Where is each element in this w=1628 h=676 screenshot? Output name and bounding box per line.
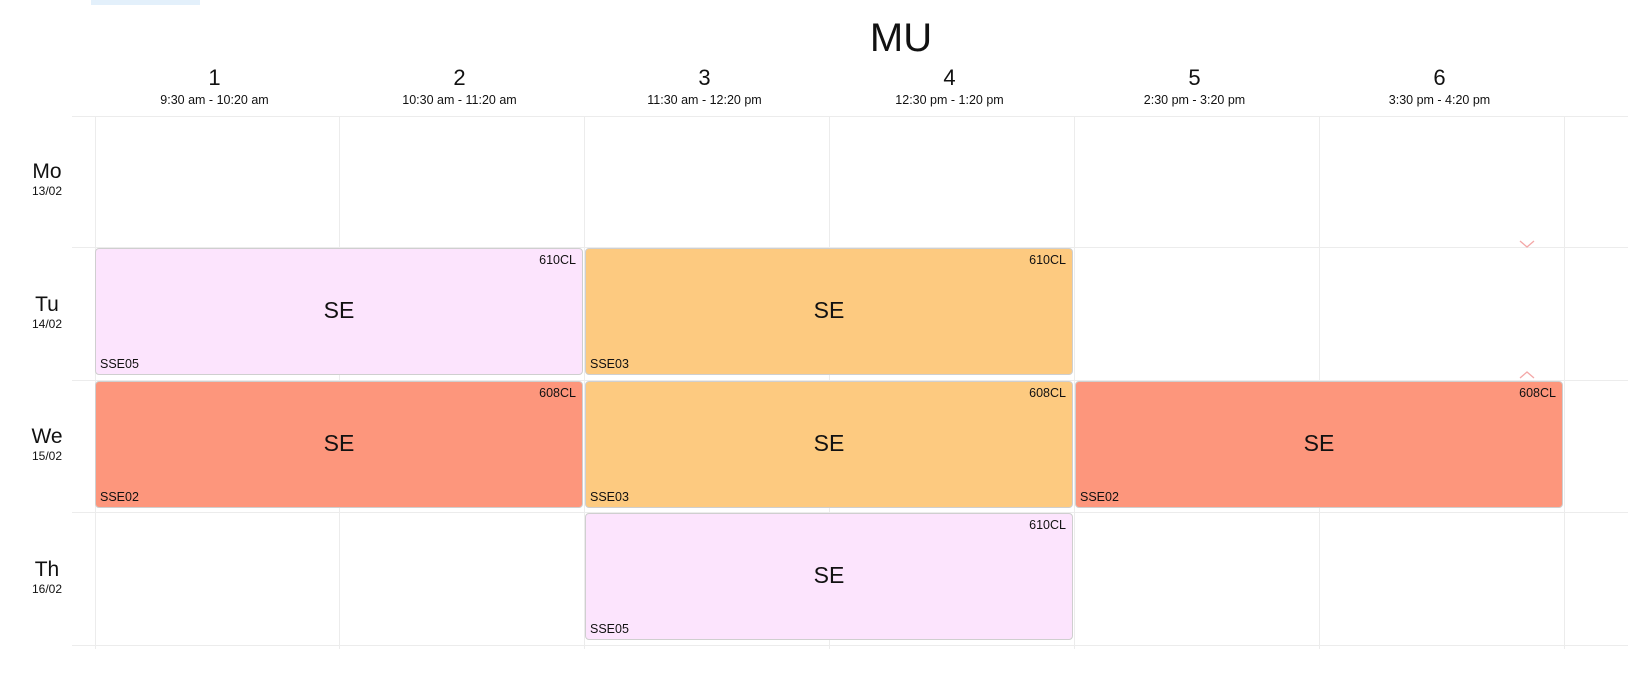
chevron-up-icon[interactable] xyxy=(1519,371,1535,379)
period-time: 12:30 pm - 1:20 pm xyxy=(895,93,1004,107)
period-time: 3:30 pm - 4:20 pm xyxy=(1388,93,1491,107)
chevron-down-icon[interactable] xyxy=(1519,240,1535,248)
period-time: 9:30 am - 10:20 am xyxy=(160,93,269,107)
lesson-card[interactable]: 610CL SE SSE03 xyxy=(585,248,1073,375)
grid-line xyxy=(1074,117,1075,649)
day-abbr: Tu xyxy=(35,293,59,316)
room-label: 610CL xyxy=(1029,253,1066,267)
day-abbr: Mo xyxy=(32,160,62,183)
period-time: 2:30 pm - 3:20 pm xyxy=(1143,93,1246,107)
day-label-tuesday: Tu 14/02 xyxy=(18,293,76,331)
group-label: SSE05 xyxy=(590,622,629,636)
period-header-3: 3 11:30 am - 12:20 pm xyxy=(582,64,827,108)
grid-line xyxy=(1564,117,1565,649)
subject-label: SE xyxy=(813,297,845,323)
lesson-card[interactable]: 608CL SE SSE02 xyxy=(95,381,583,508)
day-label-monday: Mo 13/02 xyxy=(18,160,76,198)
period-number: 4 xyxy=(943,65,956,90)
subject-label: SE xyxy=(813,562,845,588)
period-number: 5 xyxy=(1188,65,1201,90)
room-label: 608CL xyxy=(539,386,576,400)
subject-label: SE xyxy=(813,430,845,456)
period-header-4: 4 12:30 pm - 1:20 pm xyxy=(827,64,1072,108)
group-label: SSE02 xyxy=(100,490,139,504)
room-label: 610CL xyxy=(1029,518,1066,532)
lesson-card[interactable]: 608CL SE SSE03 xyxy=(585,381,1073,508)
grid-line xyxy=(72,380,1628,381)
grid-line xyxy=(72,512,1628,513)
grid-line xyxy=(72,247,1628,248)
grid-line xyxy=(584,117,585,649)
period-header-6: 6 3:30 pm - 4:20 pm xyxy=(1317,64,1562,108)
group-label: SSE03 xyxy=(590,490,629,504)
day-date: 13/02 xyxy=(31,184,63,198)
top-tab-indicator[interactable] xyxy=(91,0,200,5)
day-date: 16/02 xyxy=(31,582,63,596)
day-date: 14/02 xyxy=(31,317,63,331)
day-label-wednesday: We 15/02 xyxy=(18,425,76,463)
room-label: 610CL xyxy=(539,253,576,267)
group-label: SSE05 xyxy=(100,357,139,371)
subject-label: SE xyxy=(323,297,355,323)
group-label: SSE03 xyxy=(590,357,629,371)
lesson-card[interactable]: 610CL SE SSE05 xyxy=(95,248,583,375)
period-number: 3 xyxy=(698,65,711,90)
grid-line xyxy=(72,116,1628,117)
period-number: 6 xyxy=(1433,65,1446,90)
period-time: 11:30 am - 12:20 pm xyxy=(647,93,762,107)
period-header-5: 5 2:30 pm - 3:20 pm xyxy=(1072,64,1317,108)
timetable-title: MU xyxy=(869,16,933,60)
lesson-card[interactable]: 610CL SE SSE05 xyxy=(585,513,1073,640)
day-abbr: Th xyxy=(34,558,60,581)
day-label-thursday: Th 16/02 xyxy=(18,558,76,596)
grid-line xyxy=(72,645,1628,646)
period-number: 1 xyxy=(208,65,221,90)
lesson-card[interactable]: 608CL SE SSE02 xyxy=(1075,381,1563,508)
room-label: 608CL xyxy=(1519,386,1556,400)
day-date: 15/02 xyxy=(31,449,63,463)
period-header-1: 1 9:30 am - 10:20 am xyxy=(92,64,337,108)
period-number: 2 xyxy=(453,65,466,90)
period-time: 10:30 am - 11:20 am xyxy=(402,93,517,107)
period-header-2: 2 10:30 am - 11:20 am xyxy=(337,64,582,108)
group-label: SSE02 xyxy=(1080,490,1119,504)
subject-label: SE xyxy=(323,430,355,456)
day-abbr: We xyxy=(31,425,63,448)
subject-label: SE xyxy=(1303,430,1335,456)
room-label: 608CL xyxy=(1029,386,1066,400)
